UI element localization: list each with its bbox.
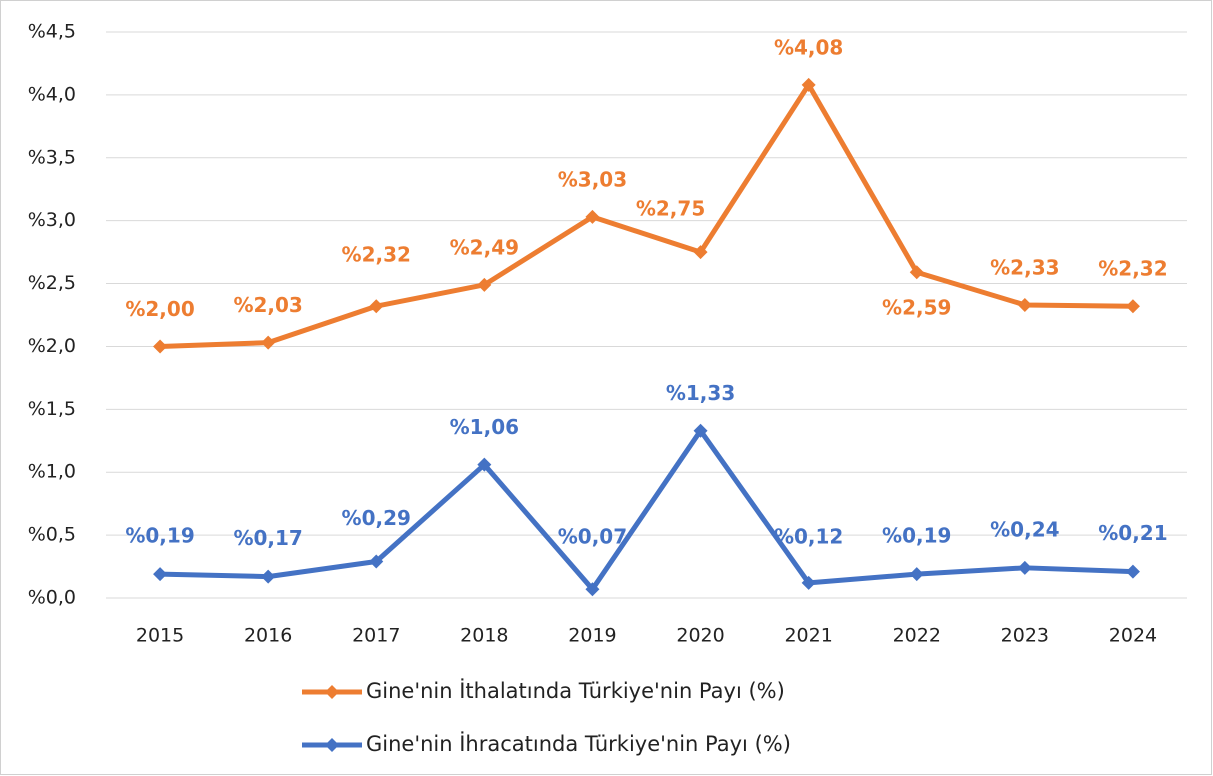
y-tick-label: %0,0 xyxy=(28,587,76,609)
marker xyxy=(153,567,168,582)
value-label: %0,12 xyxy=(774,524,843,548)
value-label: %1,06 xyxy=(450,415,519,439)
marker xyxy=(369,299,384,314)
value-label: %0,19 xyxy=(882,524,951,548)
value-label: %0,17 xyxy=(233,526,302,550)
y-tick-label: %2,5 xyxy=(28,272,76,294)
marker xyxy=(1017,560,1032,575)
y-tick-label: %4,0 xyxy=(28,83,76,105)
x-tick-label: 2017 xyxy=(352,625,400,647)
marker xyxy=(801,77,816,92)
marker xyxy=(1017,297,1032,312)
x-tick-label: 2022 xyxy=(893,625,941,647)
marker xyxy=(693,423,708,438)
x-tick-label: 2019 xyxy=(568,625,616,647)
marker xyxy=(693,245,708,260)
value-label: %0,29 xyxy=(342,506,411,530)
value-label: %2,75 xyxy=(636,197,705,221)
value-label: %2,59 xyxy=(882,296,951,320)
marker xyxy=(153,339,168,354)
y-tick-label: %1,0 xyxy=(28,461,76,483)
marker xyxy=(909,265,924,280)
x-tick-label: 2020 xyxy=(676,625,724,647)
value-label: %0,24 xyxy=(990,517,1059,541)
value-label: %0,07 xyxy=(558,525,627,549)
legend-label: Gine'nin İthalatında Türkiye'nin Payı (%… xyxy=(366,678,785,703)
legend-marker xyxy=(325,685,339,699)
x-tick-label: 2018 xyxy=(460,625,508,647)
y-tick-label: %3,5 xyxy=(28,146,76,168)
y-tick-label: %1,5 xyxy=(28,398,76,420)
legend-label: Gine'nin İhracatında Türkiye'nin Payı (%… xyxy=(366,731,791,756)
series-line xyxy=(159,82,1133,349)
marker xyxy=(477,457,492,472)
y-tick-label: %2,0 xyxy=(28,335,76,357)
marker xyxy=(1125,299,1140,314)
value-label: %2,49 xyxy=(450,235,519,259)
value-label: %2,32 xyxy=(342,243,411,267)
marker xyxy=(585,209,600,224)
marker xyxy=(369,554,384,569)
marker xyxy=(801,575,816,590)
marker xyxy=(909,567,924,582)
marker xyxy=(1125,564,1140,579)
value-label: %2,33 xyxy=(990,255,1059,279)
x-tick-label: 2016 xyxy=(244,625,292,647)
value-label: %0,19 xyxy=(125,524,194,548)
x-tick-label: 2024 xyxy=(1109,625,1157,647)
x-tick-label: 2023 xyxy=(1001,625,1049,647)
y-tick-label: %3,0 xyxy=(28,209,76,231)
series-line xyxy=(159,428,1134,592)
marker xyxy=(261,335,276,350)
value-label: %3,03 xyxy=(558,167,627,191)
y-tick-label: %0,5 xyxy=(28,524,76,546)
x-tick-label: 2021 xyxy=(784,625,832,647)
legend-marker xyxy=(325,738,339,752)
value-label: %2,03 xyxy=(233,293,302,317)
value-label: %2,32 xyxy=(1098,257,1167,281)
y-tick-label: %4,5 xyxy=(28,21,76,43)
value-label: %2,00 xyxy=(125,297,194,321)
value-label: %0,21 xyxy=(1098,521,1167,545)
x-tick-label: 2015 xyxy=(136,625,184,647)
marker xyxy=(585,582,600,597)
value-label: %1,33 xyxy=(666,381,735,405)
value-label: %4,08 xyxy=(774,35,843,59)
marker xyxy=(477,277,492,292)
marker xyxy=(261,569,276,584)
